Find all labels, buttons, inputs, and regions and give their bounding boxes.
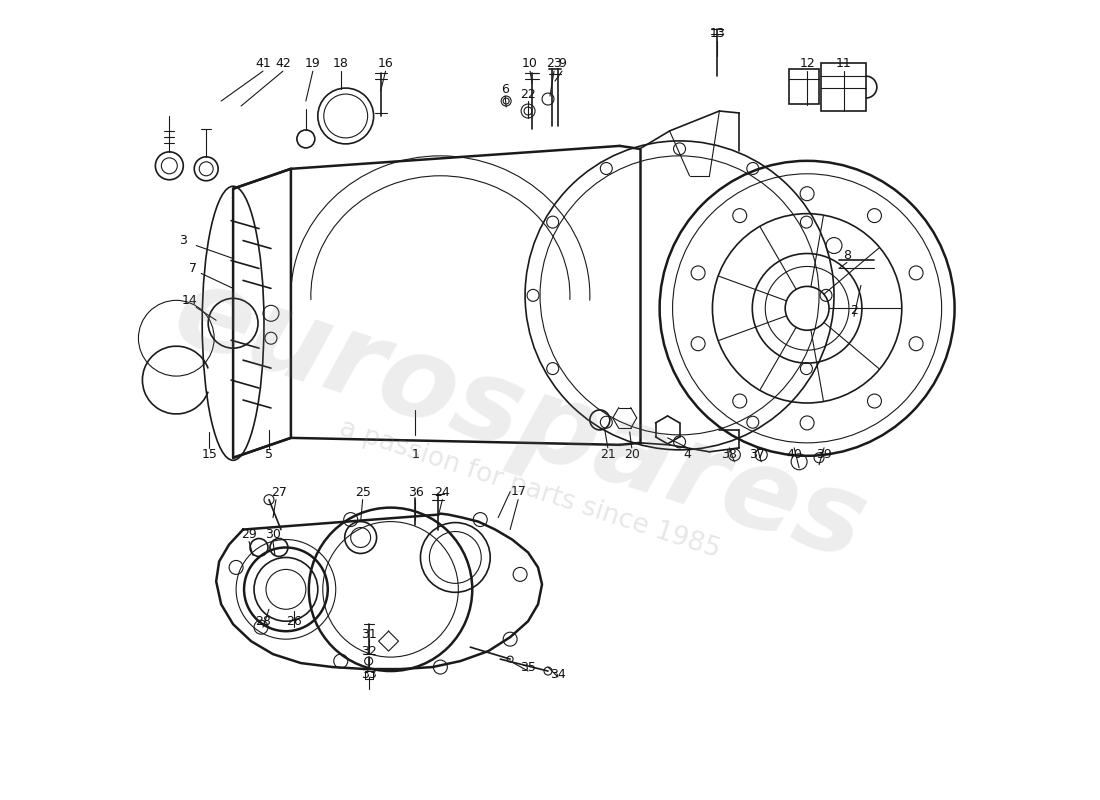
Text: 24: 24 bbox=[434, 486, 450, 499]
Text: 18: 18 bbox=[333, 57, 349, 70]
Text: 6: 6 bbox=[502, 82, 509, 95]
Text: 30: 30 bbox=[265, 528, 280, 541]
Text: 37: 37 bbox=[749, 448, 766, 462]
Text: 27: 27 bbox=[271, 486, 287, 499]
Text: 38: 38 bbox=[722, 448, 737, 462]
Text: 12: 12 bbox=[800, 57, 815, 70]
Text: 36: 36 bbox=[408, 486, 424, 499]
Text: 3: 3 bbox=[179, 234, 187, 247]
Text: eurospares: eurospares bbox=[161, 256, 880, 584]
Text: 4: 4 bbox=[683, 448, 692, 462]
Text: 1: 1 bbox=[411, 448, 419, 462]
Text: 16: 16 bbox=[377, 57, 394, 70]
Text: 41: 41 bbox=[255, 57, 271, 70]
Text: 39: 39 bbox=[816, 448, 832, 462]
Text: 11: 11 bbox=[836, 57, 851, 70]
Text: 29: 29 bbox=[241, 528, 257, 541]
Bar bbox=[789, 69, 820, 104]
Text: 35: 35 bbox=[520, 661, 536, 674]
Text: 9: 9 bbox=[558, 57, 565, 70]
Text: 15: 15 bbox=[201, 448, 217, 462]
Text: 28: 28 bbox=[255, 614, 271, 628]
Text: 25: 25 bbox=[354, 486, 371, 499]
Text: 26: 26 bbox=[286, 614, 301, 628]
Text: 42: 42 bbox=[275, 57, 290, 70]
Text: 23: 23 bbox=[546, 57, 562, 70]
Text: a passion for parts since 1985: a passion for parts since 1985 bbox=[337, 416, 724, 564]
Text: 14: 14 bbox=[182, 294, 197, 307]
Text: 31: 31 bbox=[361, 628, 376, 641]
Text: 20: 20 bbox=[624, 448, 640, 462]
Text: 21: 21 bbox=[600, 448, 616, 462]
Text: 5: 5 bbox=[265, 448, 273, 462]
Text: 34: 34 bbox=[550, 667, 565, 681]
Text: 2: 2 bbox=[850, 304, 858, 317]
Text: 13: 13 bbox=[710, 26, 725, 40]
Text: 32: 32 bbox=[361, 645, 376, 658]
Text: 17: 17 bbox=[510, 485, 526, 498]
Text: 19: 19 bbox=[305, 57, 321, 70]
Text: 10: 10 bbox=[522, 57, 538, 70]
Text: 7: 7 bbox=[189, 262, 197, 275]
Bar bbox=[821, 63, 866, 111]
Text: 40: 40 bbox=[786, 448, 802, 462]
Text: 22: 22 bbox=[520, 87, 536, 101]
Text: 8: 8 bbox=[843, 249, 851, 262]
Text: 33: 33 bbox=[361, 667, 376, 681]
